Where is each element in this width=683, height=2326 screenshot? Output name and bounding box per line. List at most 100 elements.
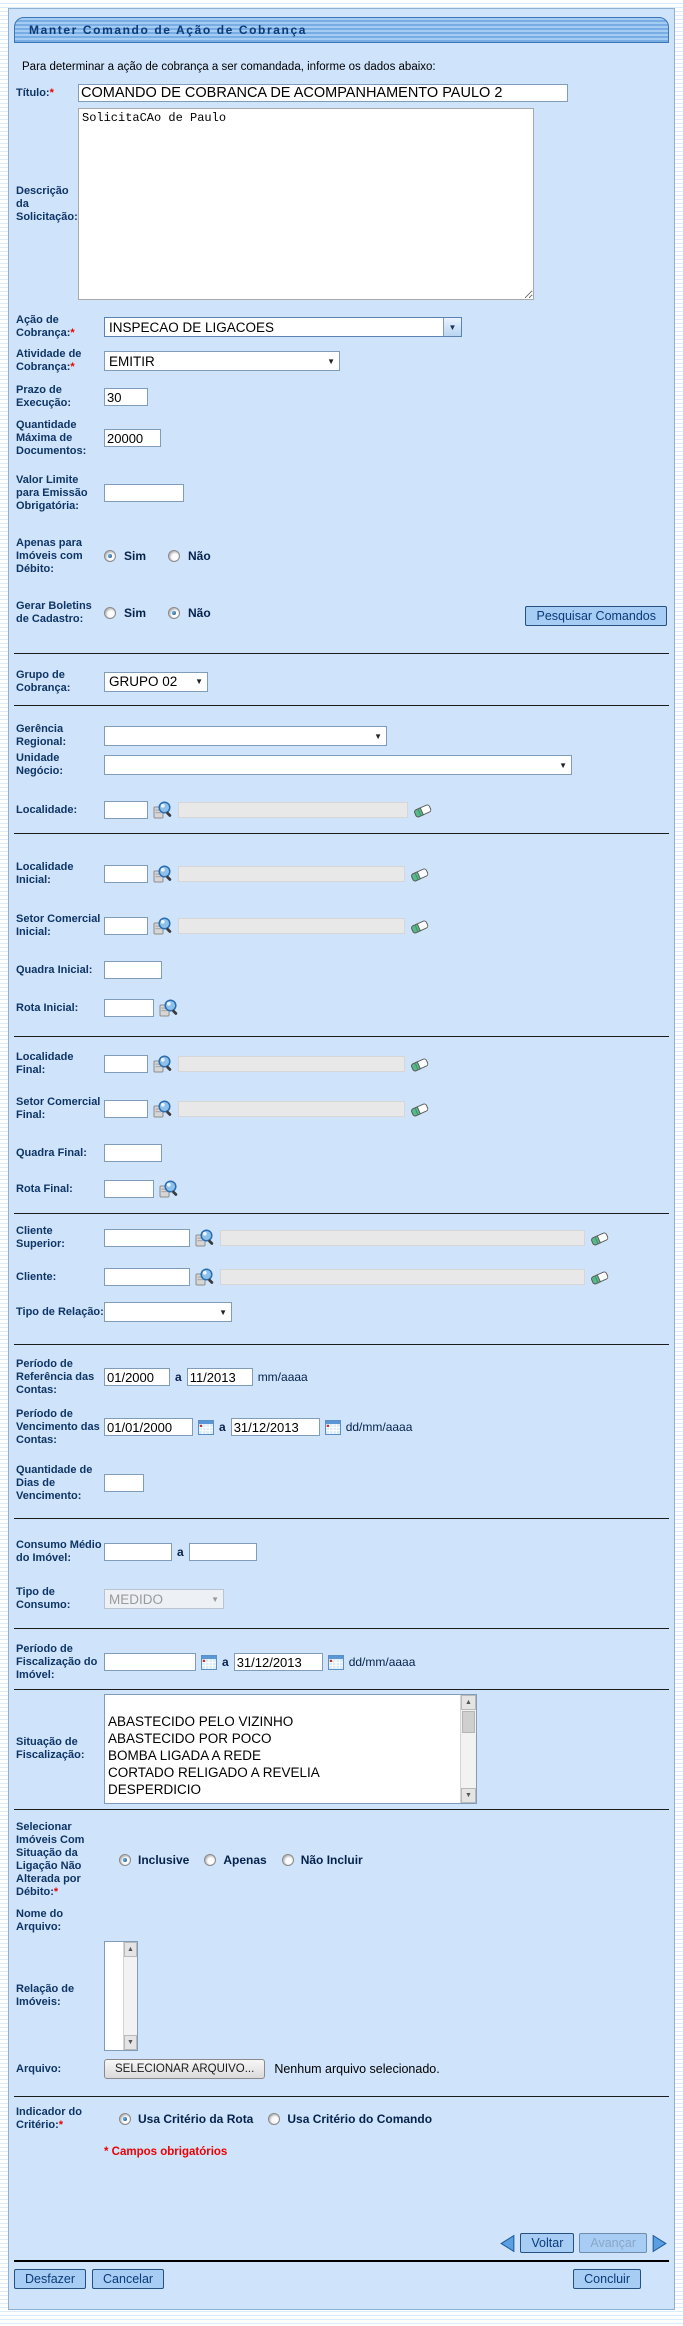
titulo-input[interactable] bbox=[78, 84, 568, 102]
apenas-debito-nao-radio[interactable] bbox=[168, 550, 181, 562]
row-acao-cobranca: Ação de Cobrança:* INSPECAO DE LIGACOES … bbox=[14, 314, 669, 339]
calendar-icon[interactable] bbox=[328, 1655, 344, 1670]
prazo-execucao-input[interactable] bbox=[104, 388, 148, 406]
consumo-medio-ate-input[interactable] bbox=[188, 1543, 257, 1561]
localidade-input[interactable] bbox=[104, 801, 148, 819]
qtd-max-documentos-input[interactable] bbox=[104, 429, 161, 447]
eraser-icon[interactable] bbox=[590, 1269, 609, 1286]
setor-comercial-inicial-input[interactable] bbox=[104, 917, 148, 935]
periodo-vencimento-ate-input[interactable] bbox=[230, 1418, 320, 1436]
atividade-cobranca-select[interactable]: EMITIR ▼ bbox=[104, 351, 340, 371]
situacao-fiscalizacao-listbox[interactable]: ABASTECIDO PELO VIZINHO ABASTECIDO POR P… bbox=[104, 1694, 477, 1804]
row-rota-final: Rota Final: bbox=[14, 1177, 669, 1201]
selecionar-arquivo-button[interactable]: SELECIONAR ARQUIVO... bbox=[104, 2059, 266, 2079]
tipo-consumo-select: MEDIDO ▼ bbox=[104, 1589, 224, 1609]
qtd-dias-vencimento-input[interactable] bbox=[104, 1474, 144, 1492]
scroll-up-icon[interactable]: ▲ bbox=[124, 1942, 137, 1957]
back-arrow-icon[interactable] bbox=[500, 2234, 515, 2253]
acao-cobranca-select[interactable]: INSPECAO DE LIGACOES ▼ bbox=[104, 317, 462, 337]
eraser-icon[interactable] bbox=[410, 1101, 429, 1118]
search-icon[interactable] bbox=[153, 800, 173, 820]
scrollbar[interactable]: ▲ ▼ bbox=[460, 1695, 476, 1803]
valor-limite-input[interactable] bbox=[104, 484, 184, 502]
grupo-cobranca-select[interactable]: GRUPO 02 ▼ bbox=[104, 671, 208, 692]
avancar-button: Avançar bbox=[579, 2233, 647, 2253]
periodo-fiscalizacao-ate-input[interactable] bbox=[233, 1653, 323, 1671]
row-setor-comercial-final: Setor Comercial Final: bbox=[14, 1089, 669, 1129]
setor-comercial-final-input[interactable] bbox=[104, 1100, 148, 1118]
cliente-superior-input[interactable] bbox=[104, 1229, 190, 1247]
search-icon[interactable] bbox=[153, 1054, 173, 1074]
search-icon[interactable] bbox=[153, 1099, 173, 1119]
periodo-vencimento-de-input[interactable] bbox=[104, 1418, 193, 1436]
gerar-boletins-sim-radio[interactable] bbox=[104, 607, 116, 619]
valor-limite-label: Valor Limite para Emissão Obrigatória: bbox=[16, 473, 88, 512]
tipo-consumo-label: Tipo de Consumo: bbox=[16, 1586, 71, 1611]
gerencia-regional-select[interactable]: ▼ bbox=[104, 726, 387, 746]
list-item[interactable]: ABASTECIDO PELO VIZINHO bbox=[108, 1714, 294, 1729]
search-icon[interactable] bbox=[153, 916, 173, 936]
search-icon[interactable] bbox=[159, 998, 179, 1018]
selecionar-nao-incluir-radio[interactable] bbox=[281, 1853, 294, 1866]
eraser-icon[interactable] bbox=[590, 1230, 609, 1247]
localidade-inicial-display bbox=[178, 866, 405, 882]
titulo-label: Título:* bbox=[16, 86, 54, 99]
gerar-boletins-nao-radio[interactable] bbox=[168, 607, 181, 619]
scroll-down-icon[interactable]: ▼ bbox=[461, 1788, 476, 1803]
calendar-icon[interactable] bbox=[201, 1655, 217, 1670]
periodo-referencia-format: mm/aaaa bbox=[257, 1370, 308, 1384]
scroll-down-icon[interactable]: ▼ bbox=[124, 2035, 137, 2050]
list-item[interactable]: BOMBA LIGADA A REDE bbox=[108, 1748, 262, 1763]
localidade-inicial-input[interactable] bbox=[104, 865, 148, 883]
forward-arrow-icon[interactable] bbox=[652, 2234, 667, 2253]
criterio-rota-radio[interactable] bbox=[119, 2113, 131, 2125]
descricao-textarea[interactable]: SolicitaCAo de Paulo bbox=[78, 108, 534, 300]
divider bbox=[14, 705, 669, 706]
consumo-medio-de-input[interactable] bbox=[104, 1543, 172, 1561]
list-item[interactable]: DESPERDICIO bbox=[108, 1782, 202, 1797]
calendar-icon[interactable] bbox=[325, 1420, 341, 1435]
cliente-input[interactable] bbox=[104, 1268, 190, 1286]
rota-final-input[interactable] bbox=[104, 1180, 154, 1198]
scroll-up-icon[interactable]: ▲ bbox=[461, 1695, 476, 1710]
unidade-negocio-select[interactable]: ▼ bbox=[104, 755, 572, 775]
list-item[interactable]: ABASTECIDO POR POCO bbox=[108, 1731, 272, 1746]
eraser-icon[interactable] bbox=[410, 1056, 429, 1073]
criterio-comando-radio[interactable] bbox=[268, 2113, 281, 2125]
list-item[interactable] bbox=[108, 1696, 456, 1713]
row-tipo-relacao: Tipo de Relação: ▼ bbox=[14, 1299, 669, 1325]
concluir-button[interactable]: Concluir bbox=[573, 2269, 641, 2289]
pesquisar-comandos-button[interactable]: Pesquisar Comandos bbox=[525, 606, 667, 626]
apenas-debito-sim-radio[interactable] bbox=[104, 550, 116, 562]
periodo-fiscalizacao-de-input[interactable] bbox=[104, 1653, 196, 1671]
row-quadra-inicial: Quadra Inicial: bbox=[14, 956, 669, 984]
selecionar-inclusive-radio[interactable] bbox=[119, 1853, 131, 1866]
gerencia-regional-label: Gerência Regional: bbox=[16, 723, 67, 748]
voltar-button[interactable]: Voltar bbox=[520, 2233, 575, 2253]
eraser-icon[interactable] bbox=[410, 918, 429, 935]
periodo-referencia-de-input[interactable] bbox=[104, 1368, 170, 1386]
scrollbar-thumb[interactable] bbox=[462, 1711, 475, 1733]
periodo-referencia-ate-input[interactable] bbox=[186, 1368, 253, 1386]
list-item[interactable]: CORTADO RELIGADO A REVELIA bbox=[108, 1765, 320, 1780]
quadra-final-input[interactable] bbox=[104, 1144, 162, 1162]
setor-comercial-final-label: Setor Comercial Final: bbox=[16, 1096, 101, 1121]
calendar-icon[interactable] bbox=[198, 1420, 214, 1435]
scrollbar[interactable]: ▲ ▼ bbox=[123, 1942, 137, 2050]
relacao-imoveis-box[interactable]: ▲ ▼ bbox=[104, 1941, 138, 2051]
search-icon[interactable] bbox=[195, 1267, 215, 1287]
rota-inicial-input[interactable] bbox=[104, 999, 154, 1017]
eraser-icon[interactable] bbox=[413, 802, 432, 819]
tipo-relacao-select[interactable]: ▼ bbox=[104, 1302, 232, 1322]
eraser-icon[interactable] bbox=[410, 866, 429, 883]
selecionar-apenas-radio[interactable] bbox=[204, 1853, 217, 1866]
desfazer-button[interactable]: Desfazer bbox=[14, 2269, 87, 2289]
quadra-inicial-input[interactable] bbox=[104, 961, 162, 979]
search-icon[interactable] bbox=[159, 1179, 179, 1199]
intro-text: Para determinar a ação de cobrança a ser… bbox=[22, 61, 436, 73]
search-icon[interactable] bbox=[153, 864, 173, 884]
localidade-final-input[interactable] bbox=[104, 1055, 148, 1073]
cancelar-button[interactable]: Cancelar bbox=[92, 2269, 165, 2289]
indicador-criterio-label: Indicador do Critério:* bbox=[16, 2106, 82, 2131]
search-icon[interactable] bbox=[195, 1228, 215, 1248]
